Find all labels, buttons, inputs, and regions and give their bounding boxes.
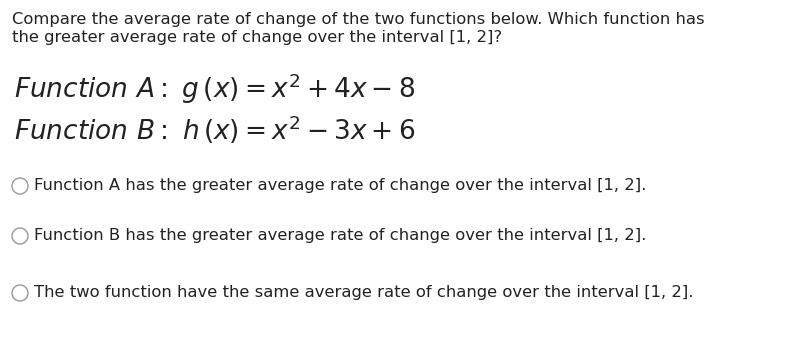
Text: The two function have the same average rate of change over the interval [1, 2].: The two function have the same average r…: [34, 285, 694, 300]
Text: Function A has the greater average rate of change over the interval [1, 2].: Function A has the greater average rate …: [34, 178, 646, 193]
Text: $\mathit{Function\ B} :\ h\,(x) = x^2 - 3x + 6$: $\mathit{Function\ B} :\ h\,(x) = x^2 - …: [14, 113, 415, 145]
Text: Compare the average rate of change of the two functions below. Which function ha: Compare the average rate of change of th…: [12, 12, 705, 27]
Text: the greater average rate of change over the interval [1, 2]?: the greater average rate of change over …: [12, 30, 502, 45]
Text: Function B has the greater average rate of change over the interval [1, 2].: Function B has the greater average rate …: [34, 228, 646, 243]
Text: $\mathit{Function\ A} :\ g\,(x) = x^2 + 4x - 8$: $\mathit{Function\ A} :\ g\,(x) = x^2 + …: [14, 72, 415, 107]
